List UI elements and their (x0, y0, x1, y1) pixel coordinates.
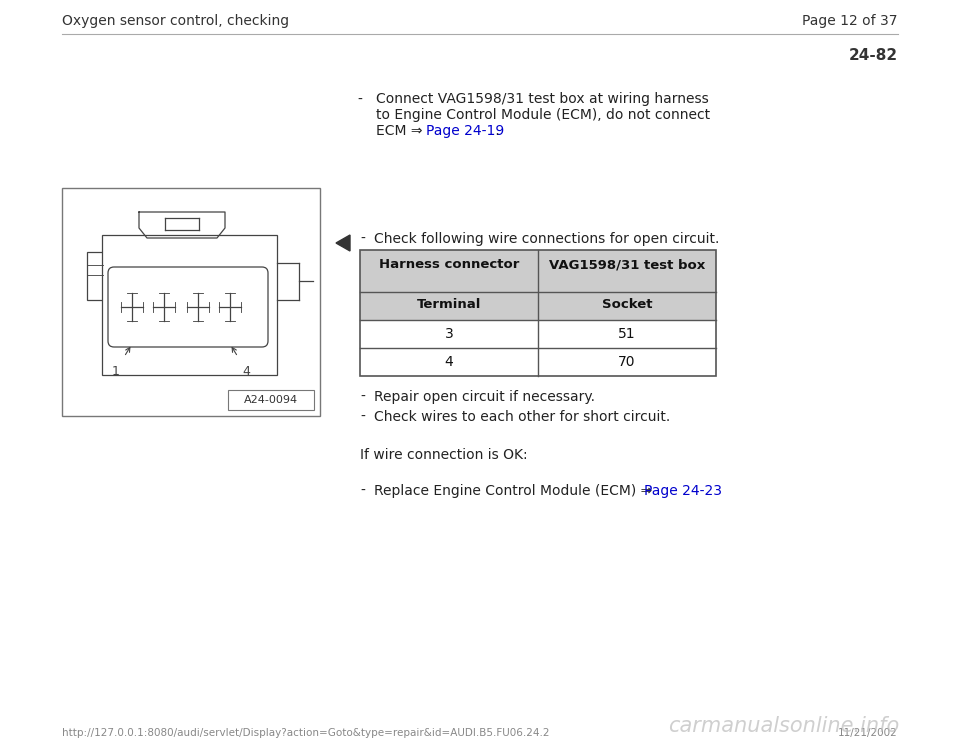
Text: VAG1598/31 test box: VAG1598/31 test box (549, 258, 706, 271)
Text: Oxygen sensor control, checking: Oxygen sensor control, checking (62, 14, 289, 28)
Polygon shape (336, 235, 350, 251)
Bar (360, 250, 716, 376)
Text: Harness connector: Harness connector (379, 258, 519, 271)
Text: 3: 3 (444, 327, 453, 341)
FancyBboxPatch shape (108, 267, 268, 347)
Text: .: . (491, 124, 500, 138)
Bar (360, 320, 716, 348)
Text: 11/21/2002: 11/21/2002 (838, 728, 898, 738)
Text: -: - (360, 390, 365, 404)
Text: 4: 4 (444, 355, 453, 369)
Text: Page 24-23: Page 24-23 (644, 484, 722, 498)
Text: 4: 4 (242, 365, 250, 378)
Text: 51: 51 (618, 327, 636, 341)
Text: 70: 70 (618, 355, 636, 369)
Text: 24-82: 24-82 (849, 48, 898, 63)
Bar (360, 292, 716, 320)
Text: Check following wire connections for open circuit.: Check following wire connections for ope… (374, 232, 719, 246)
Text: -: - (360, 410, 365, 424)
Bar (87, 252, 103, 300)
Bar (102, 235, 277, 375)
Text: http://127.0.0.1:8080/audi/servlet/Display?action=Goto&type=repair&id=AUDI.B5.FU: http://127.0.0.1:8080/audi/servlet/Displ… (62, 728, 549, 738)
Text: -: - (360, 232, 365, 246)
Text: Socket: Socket (602, 298, 652, 311)
Text: Repair open circuit if necessary.: Repair open circuit if necessary. (374, 390, 595, 404)
Text: to Engine Control Module (ECM), do not connect: to Engine Control Module (ECM), do not c… (376, 108, 710, 122)
Text: -: - (358, 92, 372, 106)
Text: carmanualsonline.info: carmanualsonline.info (668, 716, 900, 736)
Bar (360, 348, 716, 376)
Text: Terminal: Terminal (417, 298, 481, 311)
Bar (228, 390, 314, 410)
Text: A24-0094: A24-0094 (244, 395, 298, 405)
Text: Page 24-19: Page 24-19 (426, 124, 504, 138)
Bar (62, 188, 320, 416)
Text: -: - (360, 484, 365, 498)
Text: Check wires to each other for short circuit.: Check wires to each other for short circ… (374, 410, 670, 424)
Text: Replace Engine Control Module (ECM) ⇒: Replace Engine Control Module (ECM) ⇒ (374, 484, 657, 498)
Bar (360, 250, 716, 292)
Text: Connect VAG1598/31 test box at wiring harness: Connect VAG1598/31 test box at wiring ha… (376, 92, 708, 106)
Text: If wire connection is OK:: If wire connection is OK: (360, 448, 528, 462)
Text: 1: 1 (112, 365, 120, 378)
Text: ECM ⇒: ECM ⇒ (376, 124, 427, 138)
Text: Page 12 of 37: Page 12 of 37 (803, 14, 898, 28)
